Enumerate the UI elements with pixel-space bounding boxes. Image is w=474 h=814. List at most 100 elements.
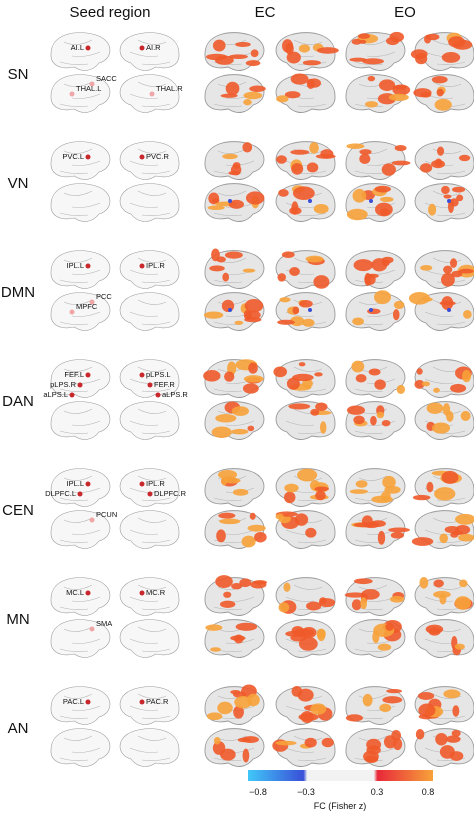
brain-surface — [119, 401, 180, 440]
network-label: VN — [8, 175, 29, 192]
activation-blob — [297, 688, 314, 702]
activation-blob — [381, 259, 390, 267]
sulcus-line — [59, 606, 89, 610]
sulcus-line — [141, 388, 171, 392]
activation-blob — [313, 203, 329, 214]
activation-blob — [209, 265, 225, 272]
activation-blob — [242, 268, 256, 273]
seed-brain-outline — [119, 359, 180, 398]
activation-blob — [426, 402, 444, 414]
activation-blob — [284, 491, 296, 504]
brain-surface — [50, 292, 111, 331]
brain-surface — [119, 183, 180, 222]
sulcus-line — [432, 693, 462, 699]
seed-brain-outline — [119, 183, 180, 222]
activation-blob — [463, 310, 472, 319]
activation-blob — [215, 413, 237, 423]
activation-blob — [211, 426, 232, 438]
activation-blob — [353, 415, 365, 425]
ec-brain — [204, 74, 266, 113]
network-label: MN — [6, 611, 29, 628]
activation-blob — [367, 308, 381, 315]
sulcus-line — [59, 497, 89, 501]
colorbar-tick-4: 0.8 — [422, 787, 435, 797]
eo-brain — [345, 619, 406, 658]
eo-brain — [414, 401, 474, 440]
eo-brain — [345, 74, 411, 113]
sulcus-line — [129, 596, 159, 602]
activation-blob — [450, 531, 459, 538]
activation-blob — [281, 251, 295, 258]
brain-surface — [50, 141, 111, 180]
brain-surface — [50, 468, 111, 507]
activation-blob — [277, 273, 287, 282]
activation-blob — [292, 306, 300, 315]
seed-brain-outline — [119, 141, 180, 180]
seed-brain-outline — [50, 401, 111, 440]
seed-dot — [89, 517, 95, 523]
sulcus-line — [137, 517, 167, 523]
activation-blob — [368, 368, 381, 376]
network-label: DAN — [2, 393, 34, 410]
colorbar-tick-1: −0.8 — [249, 787, 267, 797]
sulcus-line — [59, 321, 89, 325]
seed-brain-outline — [50, 141, 111, 180]
activation-blob — [211, 198, 220, 204]
activation-blob — [242, 383, 259, 394]
activation-blob — [228, 170, 241, 176]
sulcus-line — [213, 497, 243, 501]
activation-blob — [245, 191, 265, 205]
brain-surface — [204, 468, 265, 507]
activation-blob — [380, 491, 391, 502]
activation-blob — [230, 689, 241, 695]
activation-blob — [389, 31, 405, 43]
activation-blob — [360, 597, 368, 610]
network-label: SN — [8, 66, 29, 83]
sulcus-line — [141, 430, 171, 434]
sulcus-line — [366, 311, 396, 317]
activation-blob — [390, 531, 405, 539]
activation-blob — [345, 714, 364, 722]
eo-brain — [411, 510, 474, 549]
sulcus-line — [436, 497, 466, 501]
sulcus-line — [71, 420, 101, 426]
activation-blob — [212, 39, 226, 52]
activation-blob — [217, 701, 233, 715]
sulcus-line — [213, 539, 243, 543]
activation-blob — [253, 580, 268, 585]
sulcus-line — [59, 539, 89, 543]
activation-blob — [316, 47, 339, 54]
activation-blob — [284, 91, 301, 99]
activation-blob — [225, 81, 240, 96]
brain-surface — [119, 74, 180, 113]
eo-brain — [414, 359, 474, 398]
activation-blob — [318, 598, 336, 608]
brain-surface — [50, 510, 111, 549]
activation-blob — [382, 696, 403, 704]
seed-label: MPFC — [76, 302, 98, 311]
activation-blob — [433, 387, 440, 393]
activation-blob — [224, 251, 243, 259]
sulcus-line — [71, 93, 101, 99]
negative-spot — [308, 308, 312, 312]
activation-blob — [365, 101, 379, 108]
activation-blob — [286, 377, 300, 390]
activation-blob — [206, 712, 223, 721]
network-label: AN — [8, 720, 29, 737]
sulcus-line — [285, 269, 315, 275]
seed-label: SACC — [96, 74, 117, 83]
activation-blob — [349, 57, 367, 62]
sulcus-line — [436, 648, 466, 652]
sulcus-line — [366, 51, 396, 57]
activation-blob — [381, 163, 396, 176]
activation-blob — [305, 527, 317, 538]
activation-blob — [232, 162, 241, 169]
sulcus-line — [358, 693, 388, 699]
sulcus-line — [213, 279, 243, 283]
activation-blob — [349, 489, 369, 494]
activation-blob — [220, 93, 238, 98]
activation-blob — [451, 270, 463, 278]
sulcus-line — [137, 626, 167, 632]
activation-blob — [392, 84, 411, 96]
activation-blob — [281, 39, 294, 53]
